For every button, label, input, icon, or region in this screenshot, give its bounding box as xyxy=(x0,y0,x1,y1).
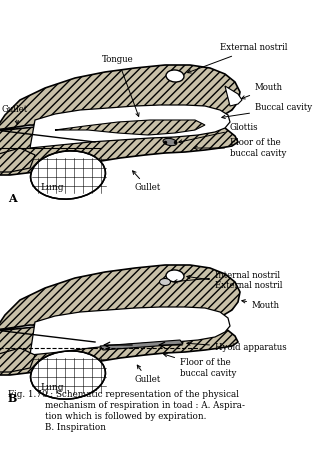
Ellipse shape xyxy=(163,138,177,146)
Text: Gullet: Gullet xyxy=(2,106,28,124)
Polygon shape xyxy=(30,105,230,148)
Text: Hyoid apparatus: Hyoid apparatus xyxy=(187,342,287,353)
Text: Fig. 1.70 : Schematic representation of the physical: Fig. 1.70 : Schematic representation of … xyxy=(8,390,239,399)
Text: Tongue: Tongue xyxy=(102,56,139,116)
Text: Lung: Lung xyxy=(40,184,64,192)
Text: B. Inspiration: B. Inspiration xyxy=(45,423,106,432)
Text: Floor of the
buccal cavity: Floor of the buccal cavity xyxy=(164,354,236,378)
Polygon shape xyxy=(100,340,183,350)
Ellipse shape xyxy=(166,70,184,82)
Text: Floor of the
buccal cavity: Floor of the buccal cavity xyxy=(194,138,286,158)
Polygon shape xyxy=(0,148,35,172)
Polygon shape xyxy=(0,65,240,175)
Ellipse shape xyxy=(31,351,106,399)
Polygon shape xyxy=(0,348,35,372)
Text: mechanism of respiration in toad : A. Aspira-: mechanism of respiration in toad : A. As… xyxy=(45,401,245,410)
Polygon shape xyxy=(0,265,240,375)
Text: Gullet: Gullet xyxy=(133,171,161,192)
Ellipse shape xyxy=(31,151,106,199)
Ellipse shape xyxy=(166,270,184,282)
Text: A: A xyxy=(8,192,16,204)
Text: External nostril: External nostril xyxy=(187,276,283,290)
Text: Internal nostril: Internal nostril xyxy=(174,270,280,283)
Text: Mouth: Mouth xyxy=(242,84,283,99)
Text: Gullet: Gullet xyxy=(135,365,161,384)
Polygon shape xyxy=(55,120,205,135)
Text: Mouth: Mouth xyxy=(242,300,280,310)
Polygon shape xyxy=(225,86,242,106)
Text: Buccal cavity: Buccal cavity xyxy=(222,104,312,119)
Text: tion which is followed by expiration.: tion which is followed by expiration. xyxy=(45,412,206,421)
Text: External nostril: External nostril xyxy=(187,43,288,73)
Ellipse shape xyxy=(160,278,170,285)
Text: Glottis: Glottis xyxy=(179,123,259,143)
Polygon shape xyxy=(30,307,230,355)
Text: Lung: Lung xyxy=(40,383,64,392)
Text: B: B xyxy=(8,392,17,403)
